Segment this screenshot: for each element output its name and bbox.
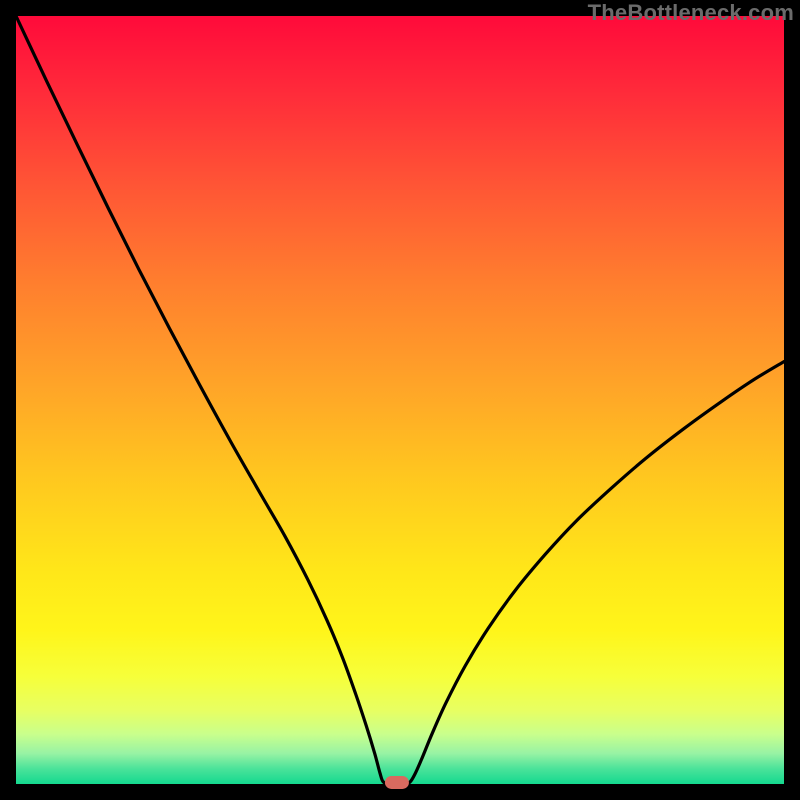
chart-stage: TheBottleneck.com bbox=[0, 0, 800, 800]
bottleneck-chart bbox=[0, 0, 800, 800]
optimum-marker bbox=[385, 776, 409, 789]
gradient-panel bbox=[16, 16, 784, 784]
